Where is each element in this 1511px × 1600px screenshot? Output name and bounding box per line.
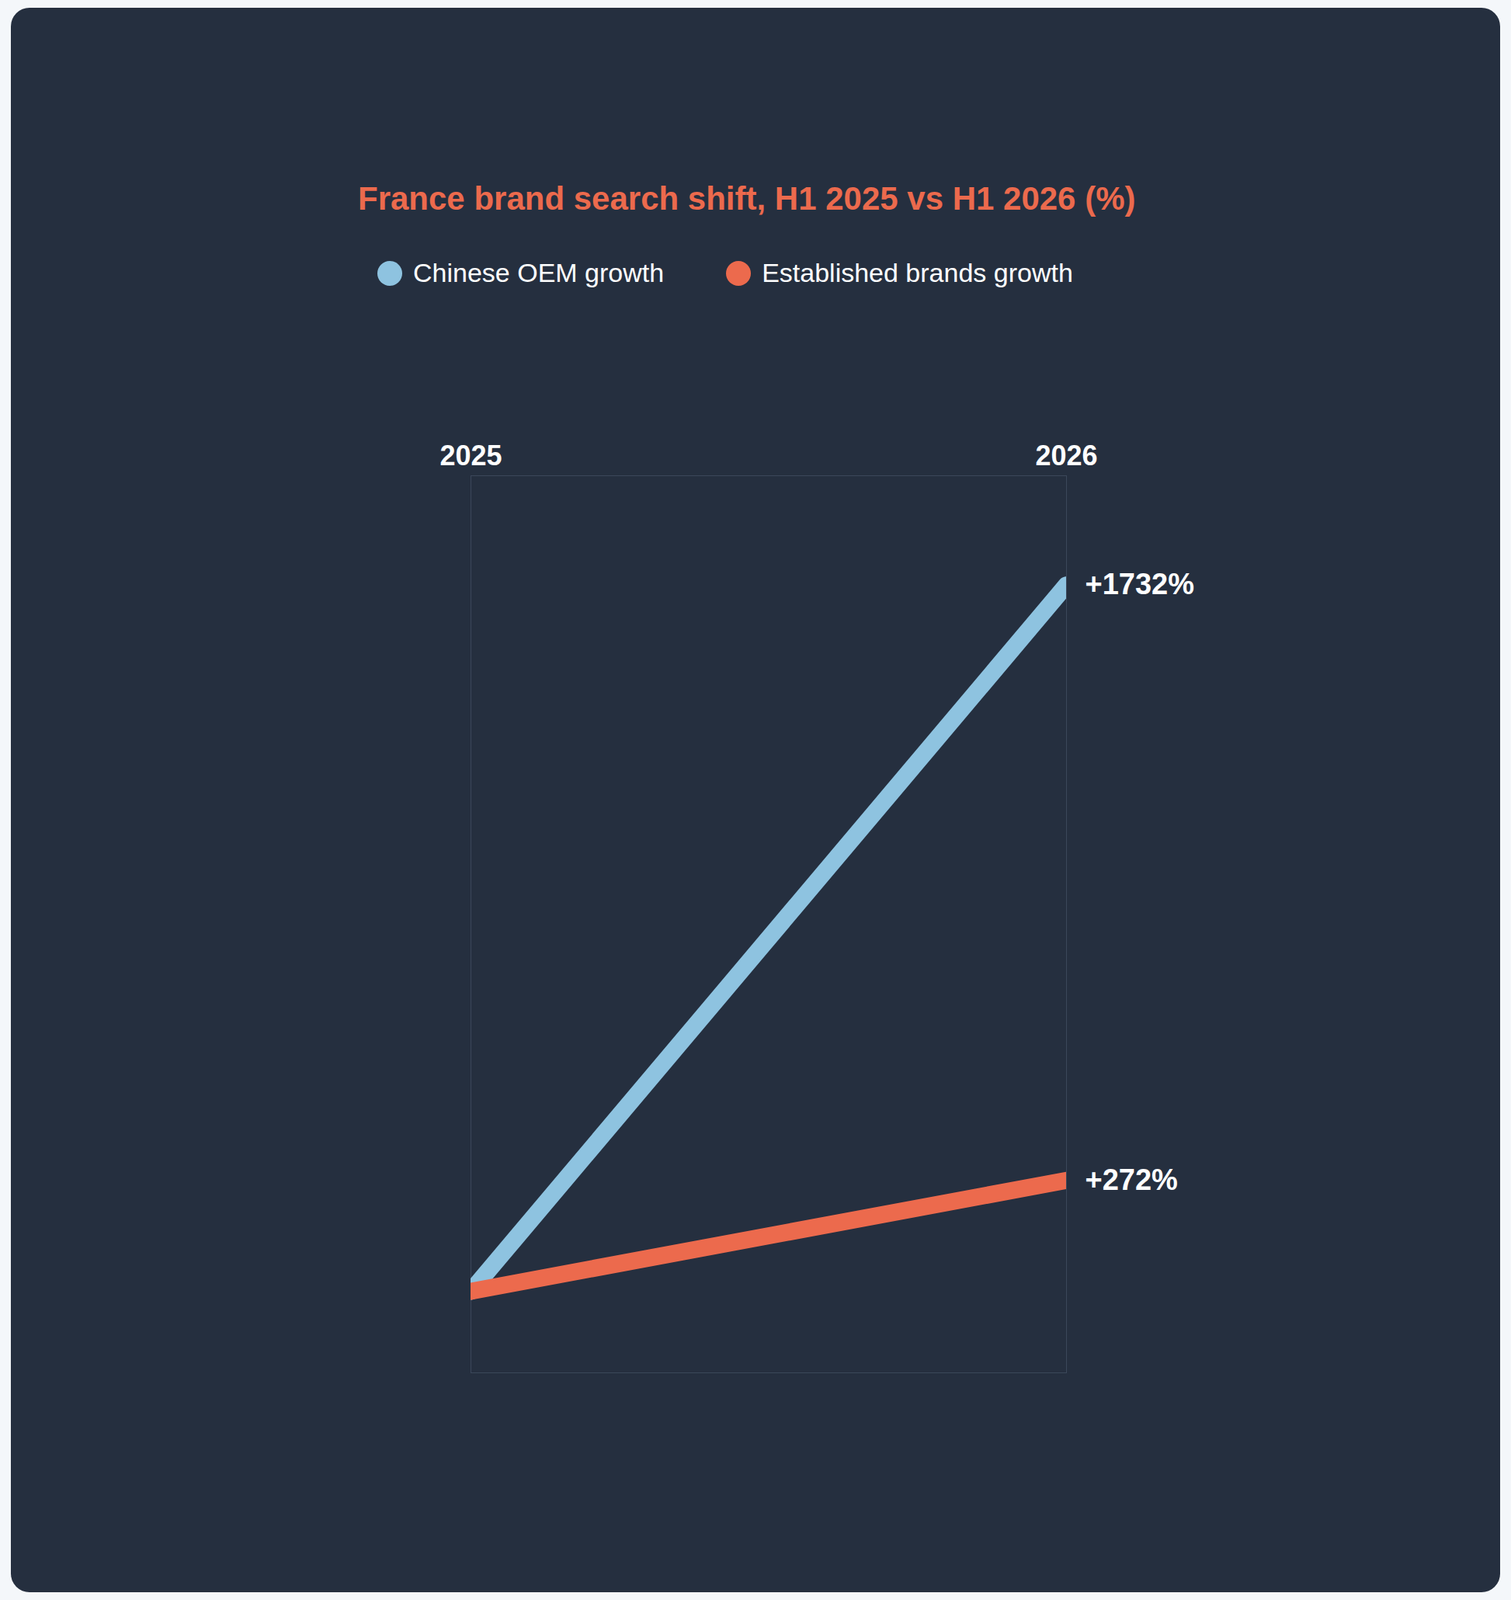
html-text:Established brands growth: Established brands growth	[761, 257, 1073, 288]
svg-text:2025: 2025	[439, 439, 502, 472]
svg-text:+272%: +272%	[1085, 1163, 1178, 1196]
html-text:France brand search shift, H1: France brand search shift, H1 2025 vs H1…	[357, 180, 1136, 217]
svg-text:+1732%: +1732%	[1085, 567, 1195, 601]
svg-text:2026: 2026	[1035, 439, 1098, 472]
html-text:Chinese OEM growth: Chinese OEM growth	[413, 257, 664, 288]
